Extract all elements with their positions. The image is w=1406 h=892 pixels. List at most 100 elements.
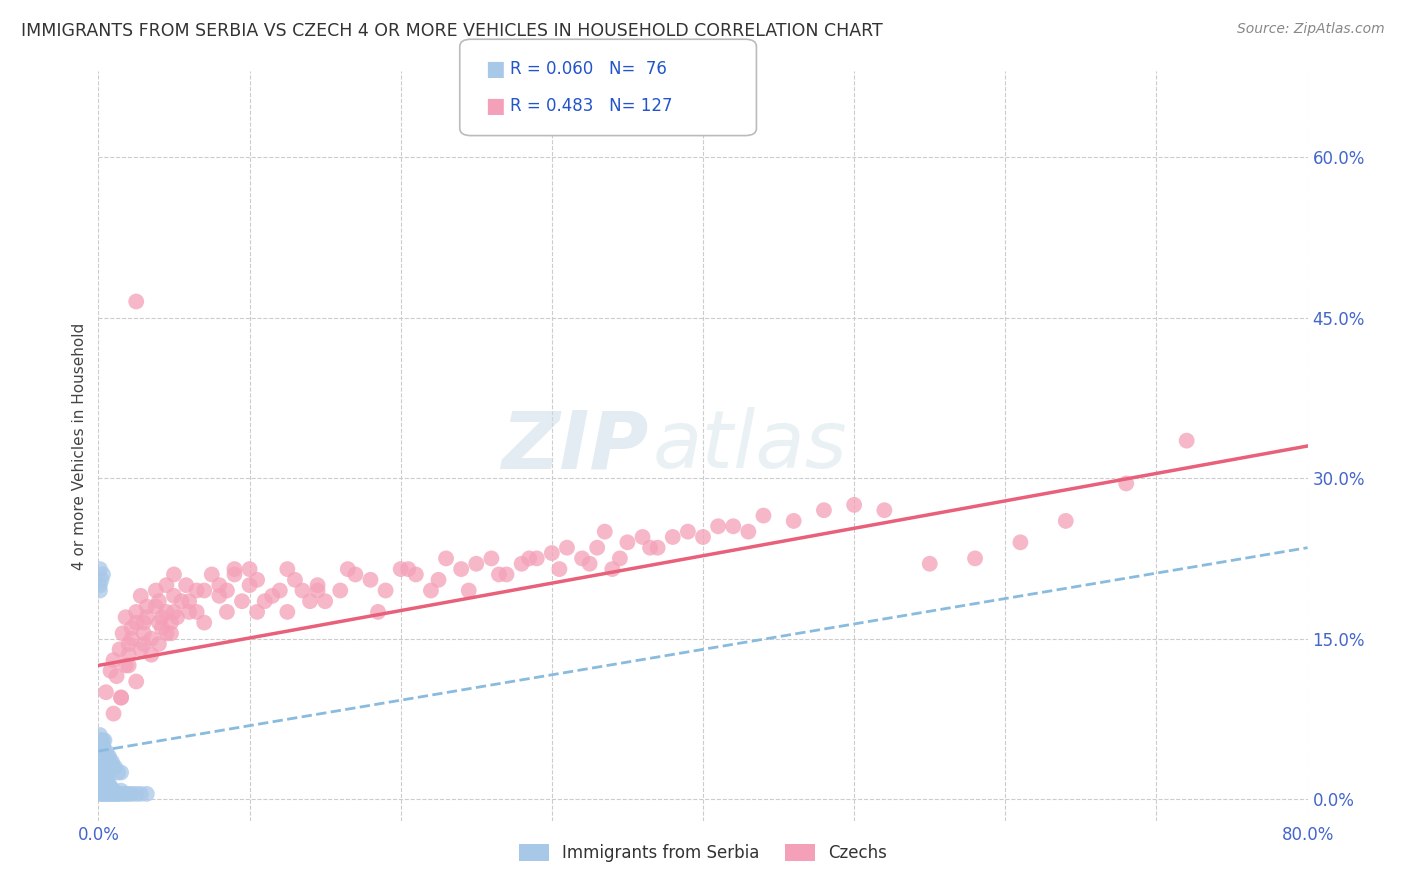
Point: [965, 551, 987, 566]
Point: [135, 599, 157, 614]
Point: [314, 594, 336, 608]
Point: [98, 787, 121, 801]
Point: [96, 776, 118, 790]
Point: [239, 578, 262, 592]
Point: [692, 530, 714, 544]
Point: [215, 583, 238, 598]
Point: [389, 562, 412, 576]
Point: [284, 573, 307, 587]
Point: [101, 781, 124, 796]
Point: [118, 787, 141, 801]
Text: Source: ZipAtlas.com: Source: ZipAtlas.com: [1237, 22, 1385, 37]
Point: [783, 514, 806, 528]
Point: [110, 690, 132, 705]
Point: [160, 615, 183, 630]
Point: [253, 594, 276, 608]
Point: [89, 771, 111, 785]
Point: [616, 535, 638, 549]
Point: [193, 583, 215, 598]
Point: [96, 787, 118, 801]
Point: [631, 530, 654, 544]
Point: [405, 567, 427, 582]
Point: [111, 787, 134, 801]
Point: [174, 578, 197, 592]
Point: [103, 783, 125, 797]
Point: [93, 781, 115, 796]
Point: [132, 626, 155, 640]
Point: [737, 524, 759, 539]
Point: [145, 583, 167, 598]
Point: [90, 776, 112, 790]
Point: [676, 524, 699, 539]
Point: [141, 648, 163, 662]
Point: [125, 605, 148, 619]
Point: [208, 578, 231, 592]
Text: ■: ■: [485, 59, 505, 78]
Point: [129, 787, 152, 801]
Point: [110, 765, 132, 780]
Point: [145, 599, 167, 614]
Point: [465, 557, 488, 571]
Point: [129, 642, 152, 657]
Point: [269, 583, 291, 598]
Point: [186, 583, 208, 598]
Point: [91, 733, 114, 747]
Point: [170, 594, 193, 608]
Point: [90, 787, 112, 801]
Point: [89, 781, 111, 796]
Point: [93, 760, 115, 774]
Point: [163, 567, 186, 582]
Point: [148, 615, 170, 630]
Point: [98, 749, 121, 764]
Point: [707, 519, 730, 533]
Point: [114, 658, 136, 673]
Point: [121, 621, 143, 635]
Point: [1054, 514, 1077, 528]
Point: [609, 551, 631, 566]
Point: [103, 706, 125, 721]
Point: [90, 573, 112, 587]
Point: [90, 739, 112, 753]
Point: [94, 744, 117, 758]
Text: atlas: atlas: [652, 407, 846, 485]
Point: [93, 787, 115, 801]
Point: [555, 541, 578, 555]
Point: [96, 771, 118, 785]
Point: [201, 567, 224, 582]
Point: [125, 787, 148, 801]
Y-axis label: 4 or more Vehicles in Household: 4 or more Vehicles in Household: [72, 322, 87, 570]
Point: [163, 605, 186, 619]
Text: ■: ■: [485, 96, 505, 116]
Point: [813, 503, 835, 517]
Point: [132, 637, 155, 651]
Point: [457, 583, 479, 598]
Point: [166, 610, 188, 624]
Point: [89, 787, 111, 801]
Point: [526, 551, 548, 566]
Text: ZIP: ZIP: [501, 407, 648, 485]
Text: R = 0.483   N= 127: R = 0.483 N= 127: [510, 97, 673, 115]
Point: [374, 583, 396, 598]
Point: [571, 551, 593, 566]
Point: [150, 610, 173, 624]
Point: [329, 583, 352, 598]
Point: [96, 781, 118, 796]
Point: [90, 760, 112, 774]
Point: [1175, 434, 1198, 448]
Point: [107, 765, 129, 780]
Point: [101, 787, 124, 801]
Point: [163, 589, 186, 603]
Point: [125, 615, 148, 630]
Point: [114, 610, 136, 624]
Point: [125, 294, 148, 309]
Point: [155, 605, 177, 619]
Point: [96, 749, 118, 764]
Point: [91, 760, 114, 774]
Point: [148, 594, 170, 608]
Point: [91, 771, 114, 785]
Point: [179, 605, 201, 619]
Point: [344, 567, 367, 582]
Point: [94, 787, 117, 801]
Point: [723, 519, 745, 533]
Point: [450, 562, 472, 576]
